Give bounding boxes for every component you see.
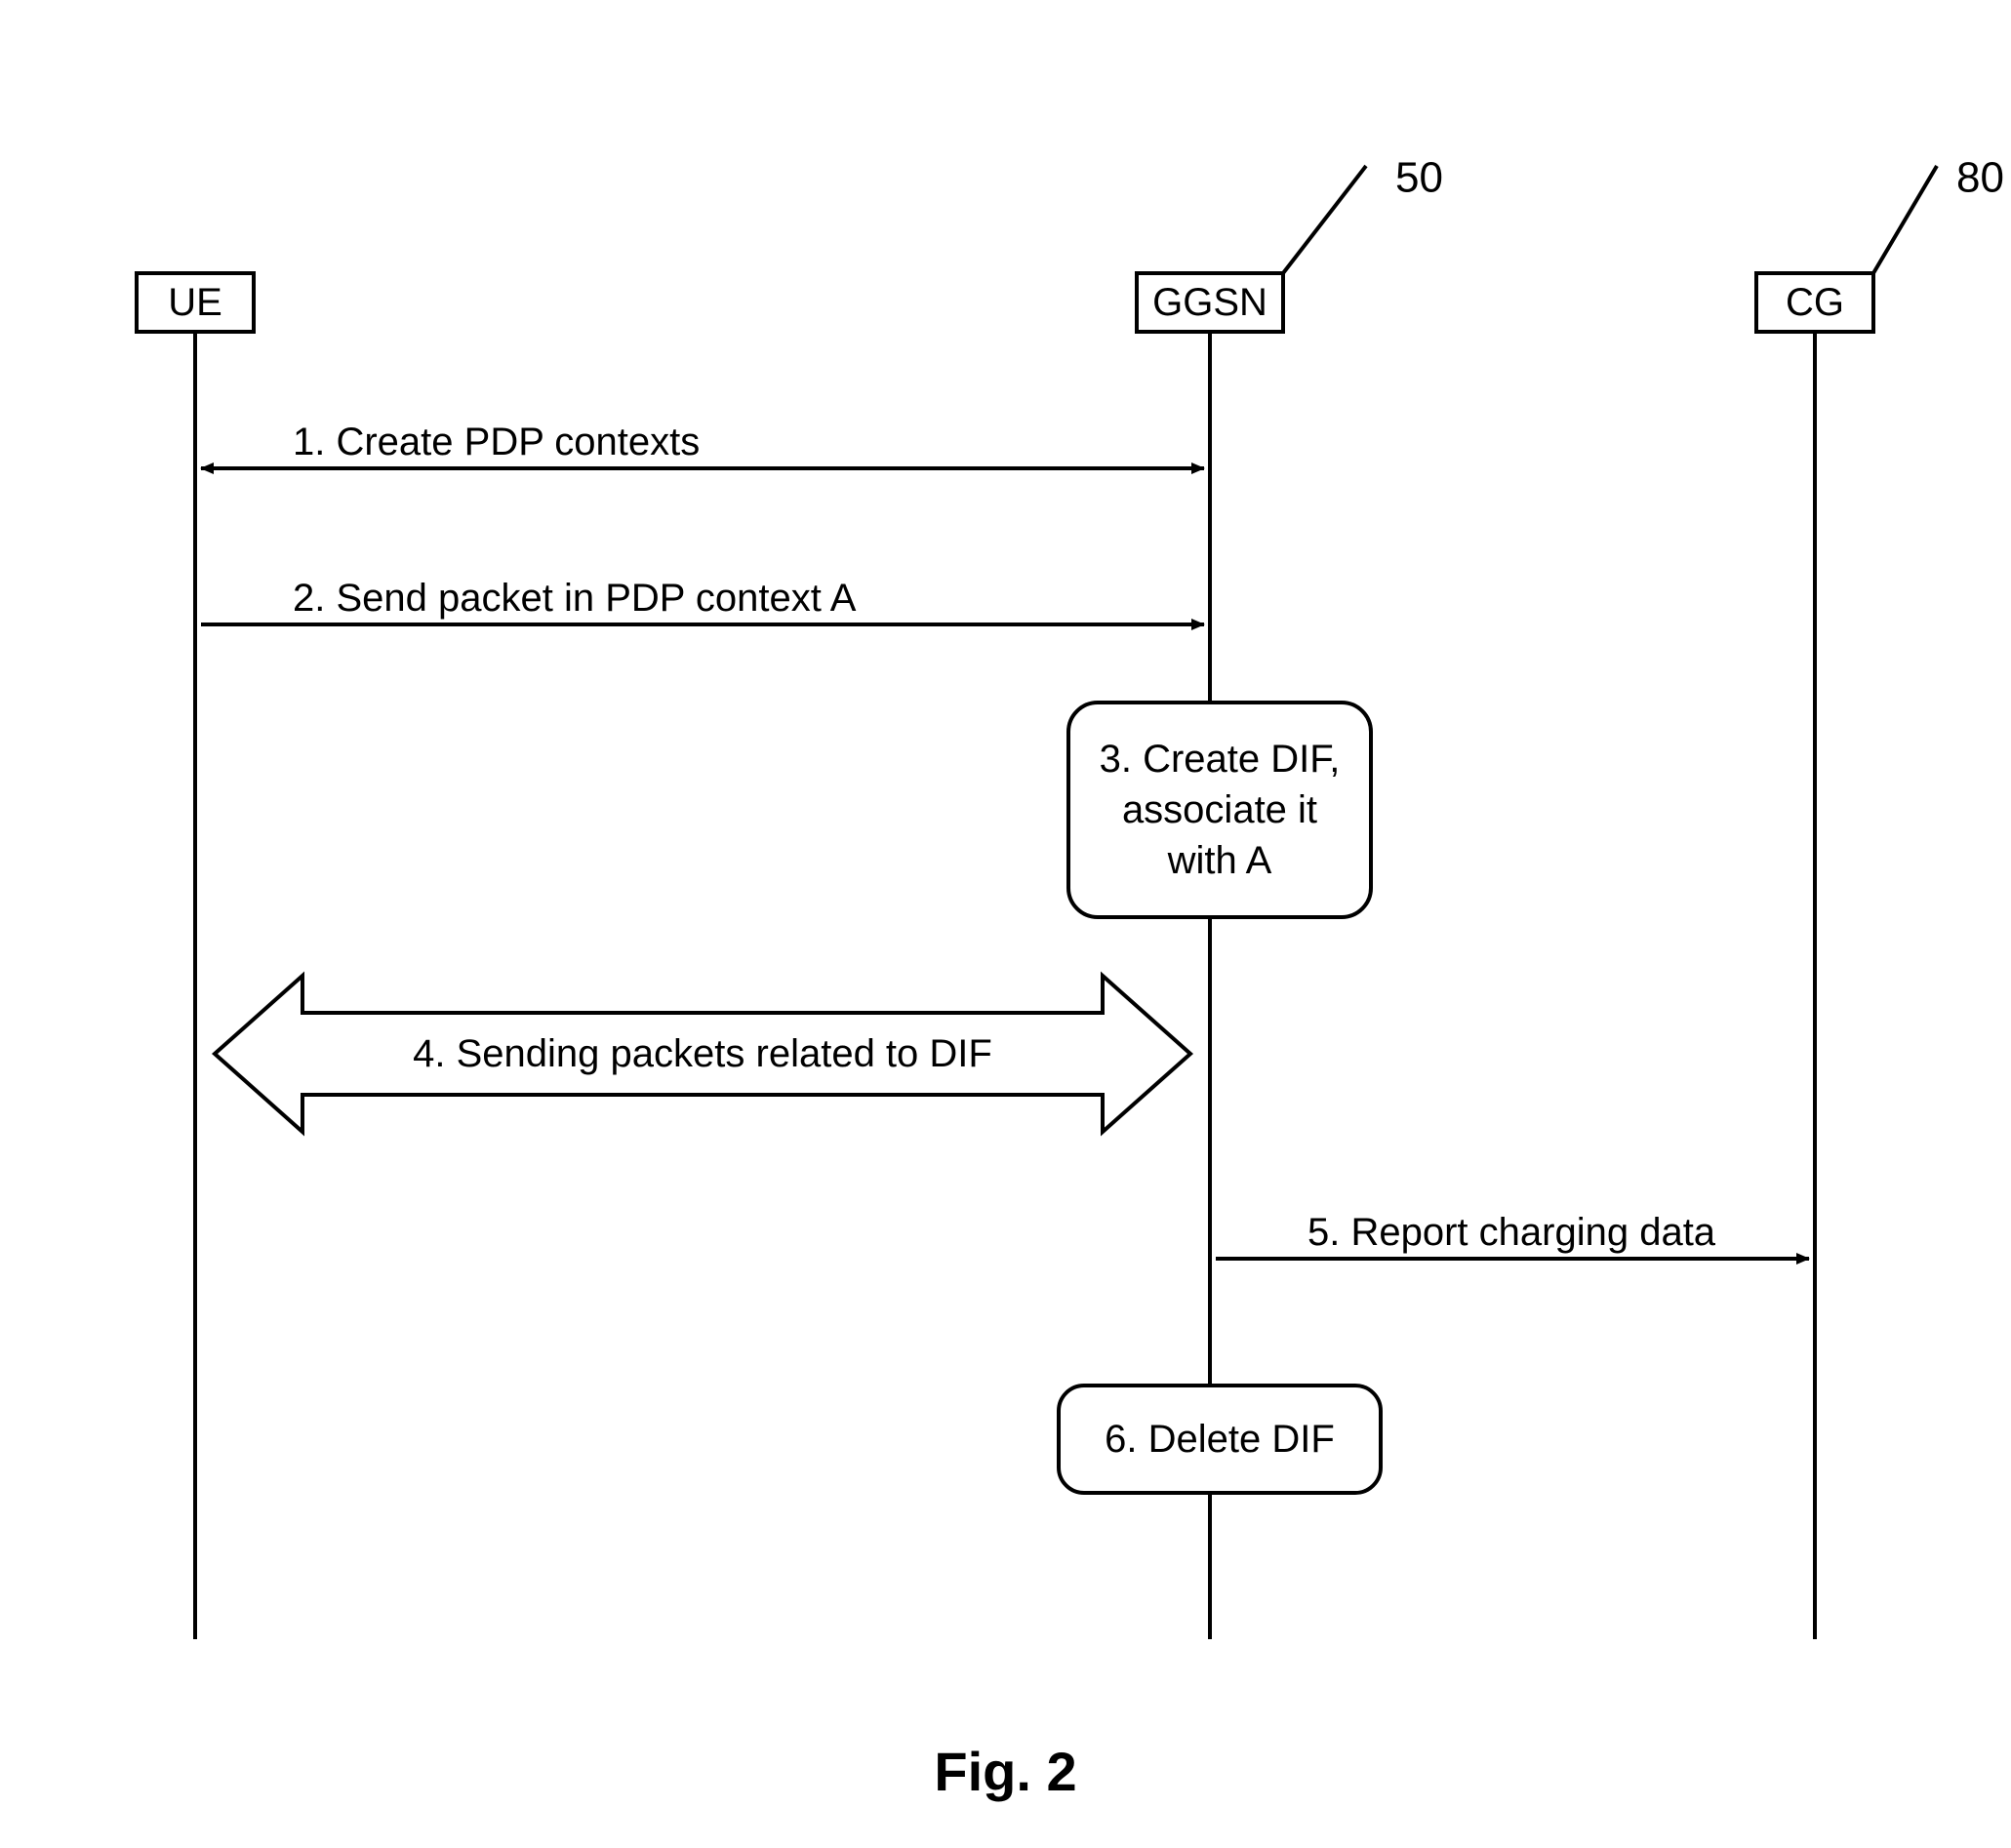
message-1-text: 2. Send packet in PDP context A bbox=[293, 577, 857, 620]
self-box-0-line-2: with A bbox=[1167, 839, 1272, 882]
lifeline-cg-ref: 80 bbox=[1956, 154, 2004, 202]
canvas-bg bbox=[0, 0, 2011, 1848]
figure-caption: Fig. 2 bbox=[934, 1741, 1076, 1802]
lifeline-ggsn-label: GGSN bbox=[1152, 281, 1267, 324]
sequence-diagram: UE GGSN 50 CG 80 1. Create PDP contexts 2. Sen… bbox=[0, 0, 2011, 1848]
message-2-text: 5. Report charging data bbox=[1307, 1211, 1716, 1254]
self-box-1-line-0: 6. Delete DIF bbox=[1105, 1418, 1335, 1461]
lifeline-ue-label: UE bbox=[168, 281, 222, 324]
block-arrow-text: 4. Sending packets related to DIF bbox=[413, 1032, 992, 1075]
self-box-0: 3. Create DIF, associate it with A bbox=[1068, 703, 1371, 917]
lifeline-ggsn-ref: 50 bbox=[1395, 154, 1443, 202]
self-box-1: 6. Delete DIF bbox=[1059, 1386, 1381, 1493]
self-box-0-line-1: associate it bbox=[1122, 788, 1317, 831]
self-box-0-line-0: 3. Create DIF, bbox=[1100, 738, 1341, 781]
lifeline-cg-label: CG bbox=[1786, 281, 1844, 324]
message-0-text: 1. Create PDP contexts bbox=[293, 421, 700, 463]
